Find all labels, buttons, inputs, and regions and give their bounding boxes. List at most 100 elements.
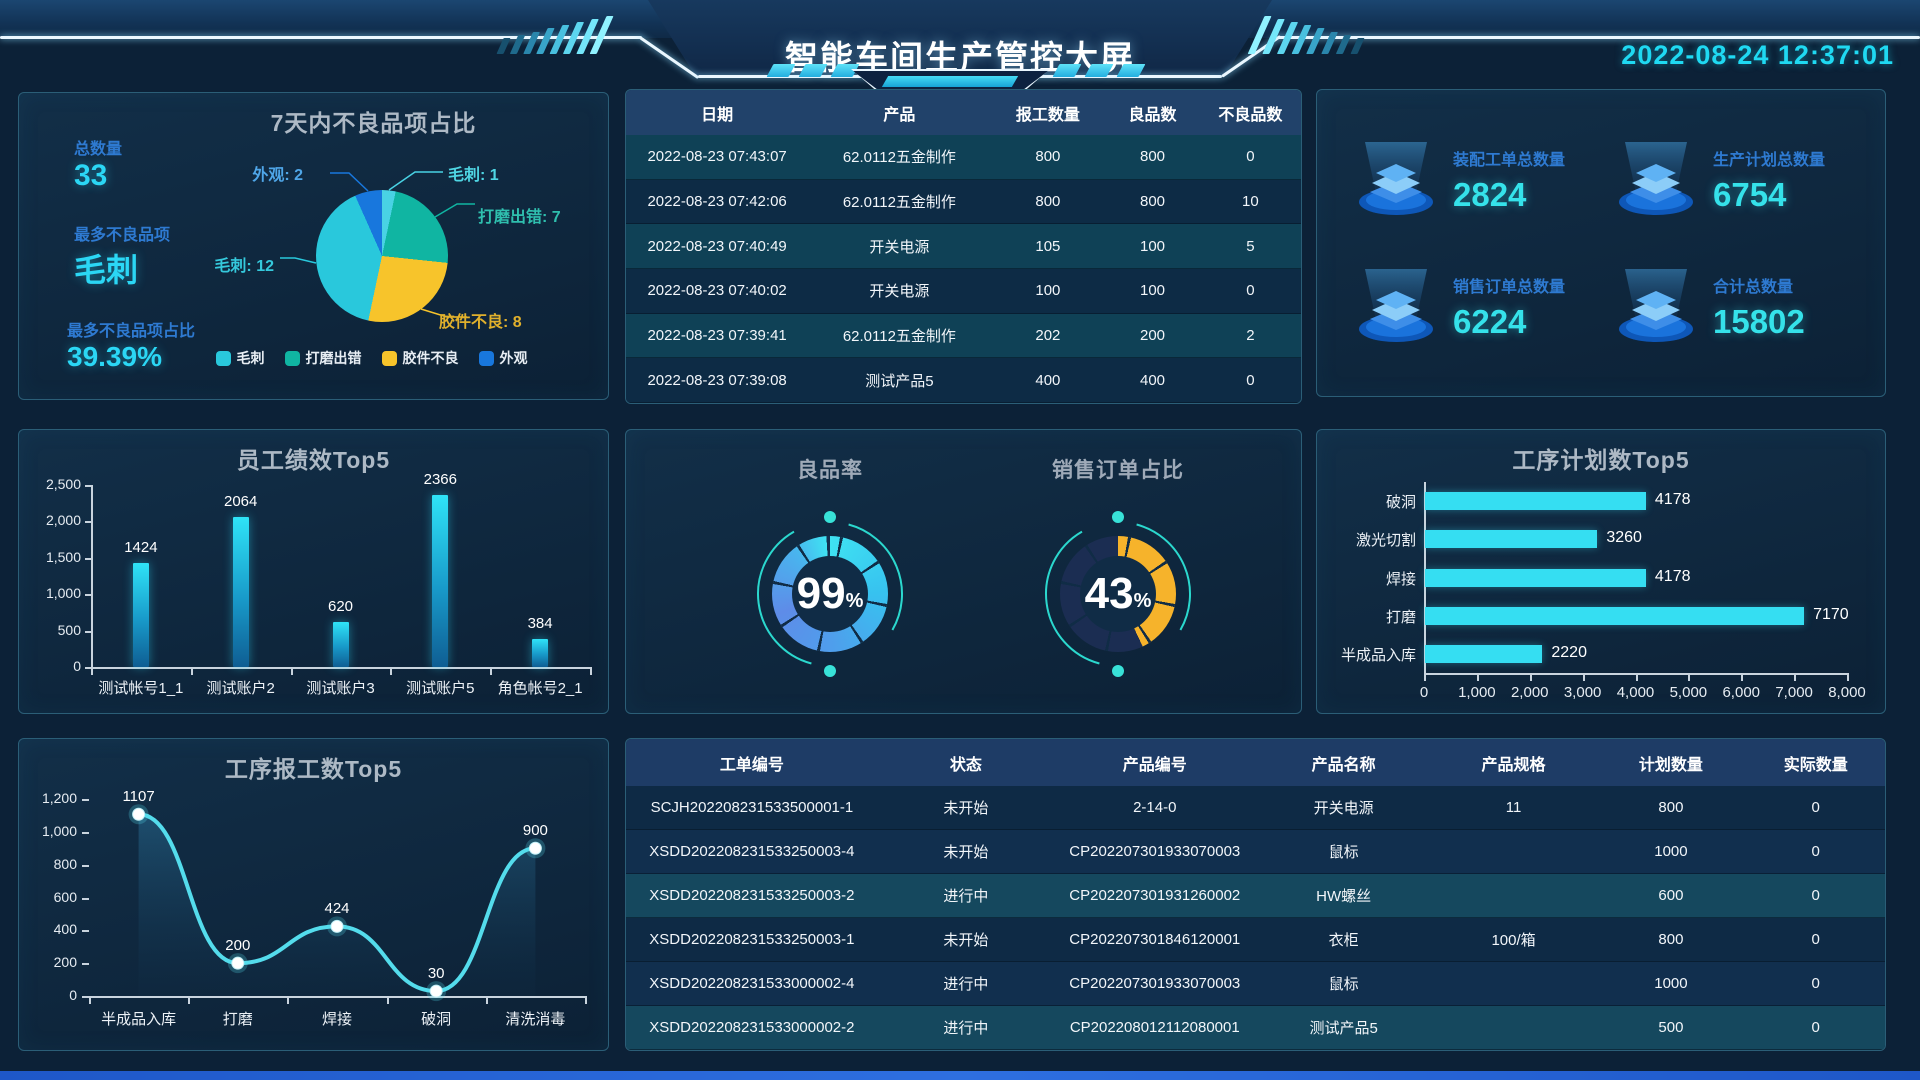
panel-title: 员工绩效Top5 xyxy=(236,447,391,473)
x-tick xyxy=(1847,675,1849,681)
table-cell: 600 xyxy=(1658,887,1684,904)
gauge-decoration xyxy=(1045,511,1191,677)
column-header: 工单编号 xyxy=(719,756,784,774)
table-cell: 2-14-0 xyxy=(1133,799,1177,816)
hbar-半成品入库 xyxy=(1425,644,1543,663)
table-cell: 进行中 xyxy=(943,888,989,905)
table-cell: XSDD202208231533250003-4 xyxy=(649,843,855,860)
table-cell: 400 xyxy=(1139,371,1166,389)
table-cell: 鼠标 xyxy=(1328,976,1359,993)
hbar-value-label: 4178 xyxy=(1654,491,1691,509)
x-tick xyxy=(188,998,191,1004)
x-tick xyxy=(490,669,493,675)
column-header: 日期 xyxy=(701,106,734,124)
panel-employee-top5: 员工绩效Top5 0 500 1,000 1,500 2,000 2,500 1424 测试帐… xyxy=(18,429,609,714)
column-header: 状态 xyxy=(949,756,982,774)
panel-totals: 装配工单总数量 2824 生产计划总数量 6754 xyxy=(1316,89,1886,397)
table-cell: 开关电源 xyxy=(869,283,930,301)
table-cell: 202 xyxy=(1035,327,1061,345)
point-value-label: 424 xyxy=(324,900,350,918)
gauge-inner xyxy=(792,556,868,632)
y-tick xyxy=(82,963,89,966)
header-line-right xyxy=(1278,36,1920,39)
gauge-value-number: 99 xyxy=(796,569,846,618)
x-tick xyxy=(485,998,488,1004)
x-tick xyxy=(1741,675,1744,681)
pie-slice-label: 毛刺: 1 xyxy=(448,167,499,184)
x-tick-label: 8,000 xyxy=(1828,684,1866,701)
table-row: XSDD202208231533000002-4 进行中 CP20220730193… xyxy=(626,962,1885,1006)
table-cell: 62.0112五金制作 xyxy=(842,149,956,167)
hbar-破洞 xyxy=(1425,492,1646,511)
table-cell: 0 xyxy=(1811,1019,1820,1036)
x-axis xyxy=(89,996,587,998)
hbar-value-label: 2220 xyxy=(1551,643,1587,661)
table-row: 2022-08-23 07:39:41 62.0112五金制作 202 200 2 xyxy=(626,313,1301,359)
x-tick-label: 0 xyxy=(1419,684,1429,701)
table-cell: 开关电源 xyxy=(1313,800,1374,817)
table-cell: CP202208012112080001 xyxy=(1069,1019,1240,1036)
y-tick xyxy=(82,897,89,900)
y-tick-label: 2,000 xyxy=(45,512,81,529)
table-cell: 0 xyxy=(1246,371,1255,389)
total-overall: 合计总数量 15802 xyxy=(1611,243,1871,370)
y-category-label: 打磨 xyxy=(1385,608,1416,626)
x-tick xyxy=(1794,675,1797,681)
header-center-accent-bar xyxy=(881,76,1019,87)
y-category-label: 焊接 xyxy=(1385,570,1416,588)
x-tick-label: 6,000 xyxy=(1722,684,1761,701)
column-header: 产品名称 xyxy=(1311,756,1376,774)
x-tick xyxy=(386,998,389,1004)
panel-process-report-top5: 工序报工数Top5 0 200 400 600 800 1,000 1,200 半成品入库 1… xyxy=(18,738,609,1051)
table-cell: 800 xyxy=(1035,148,1061,166)
table-cell: 0 xyxy=(1811,843,1820,860)
table-cell: 0 xyxy=(1811,975,1820,992)
table-cell: 800 xyxy=(1139,148,1166,166)
table-cell: 100 xyxy=(1139,237,1166,255)
table-cell: XSDD202208231533250003-1 xyxy=(649,931,855,948)
layers-icon xyxy=(1619,268,1693,342)
legend-item: 毛刺 xyxy=(215,348,265,368)
column-header: 计划数量 xyxy=(1638,756,1703,774)
table-row: 2022-08-23 07:43:07 62.0112五金制作 800 800 0 xyxy=(626,135,1301,180)
bottom-accent-bar xyxy=(0,1071,1920,1080)
x-category-label: 角色帐号2_1 xyxy=(497,680,583,697)
table-cell: 0 xyxy=(1811,799,1820,816)
table-cell: 105 xyxy=(1035,237,1061,255)
total-sales-orders: 销售订单总数量 6224 xyxy=(1351,243,1611,370)
table-row: 2022-08-23 07:40:49 开关电源 105 100 5 xyxy=(626,224,1301,270)
y-tick-label: 1,500 xyxy=(45,548,81,565)
table-cell: CP202207301846120001 xyxy=(1069,931,1241,948)
table-cell: CP202207301933070003 xyxy=(1069,843,1241,860)
table-cell: 800 xyxy=(1139,193,1166,210)
y-tick-label: 1,200 xyxy=(41,790,77,806)
y-tick xyxy=(85,485,91,487)
y-tick xyxy=(82,864,89,867)
gauge-value: 99% xyxy=(745,509,915,679)
table-cell: 2022-08-23 07:40:02 xyxy=(647,282,787,300)
orders-table: 工单编号 状态 产品编号 产品名称 产品规格 计划数量 实际数量 SCJH2022082315… xyxy=(626,739,1885,1050)
x-category-label: 破洞 xyxy=(421,1011,452,1028)
pie-slice-label: 打磨出错: 7 xyxy=(478,209,561,226)
bar-测试账户3 xyxy=(332,621,349,667)
table-row: XSDD202208231533250003-4 未开始 CP20220730193… xyxy=(626,830,1885,874)
gauge-value-unit: % xyxy=(1133,589,1152,612)
table-cell: XSDD202208231533000002-4 xyxy=(649,975,855,992)
bar-测试帐号1_1 xyxy=(132,563,149,667)
x-tick xyxy=(91,669,93,675)
table-cell: 2022-08-23 07:42:06 xyxy=(647,193,787,210)
x-category-label: 测试账户2 xyxy=(206,680,275,697)
table-cell: 未开始 xyxy=(943,932,989,949)
legend-label: 胶件不良 xyxy=(402,350,459,366)
table-row: 2022-08-23 07:39:08 测试产品5 400 400 0 xyxy=(626,358,1301,403)
hbar-value-label: 3260 xyxy=(1606,529,1642,547)
y-tick-label: 600 xyxy=(53,888,77,905)
gauge-value-unit: % xyxy=(845,589,864,612)
layers-icon xyxy=(1359,268,1433,342)
table-cell: 开关电源 xyxy=(869,238,930,256)
table-cell: 500 xyxy=(1658,1019,1684,1036)
table-cell: 5 xyxy=(1246,237,1255,255)
table-cell: 0 xyxy=(1246,282,1255,300)
y-tick-label: 1,000 xyxy=(41,822,77,839)
table-row: XSDD202208231533250003-2 进行中 CP20220730193… xyxy=(626,874,1885,918)
